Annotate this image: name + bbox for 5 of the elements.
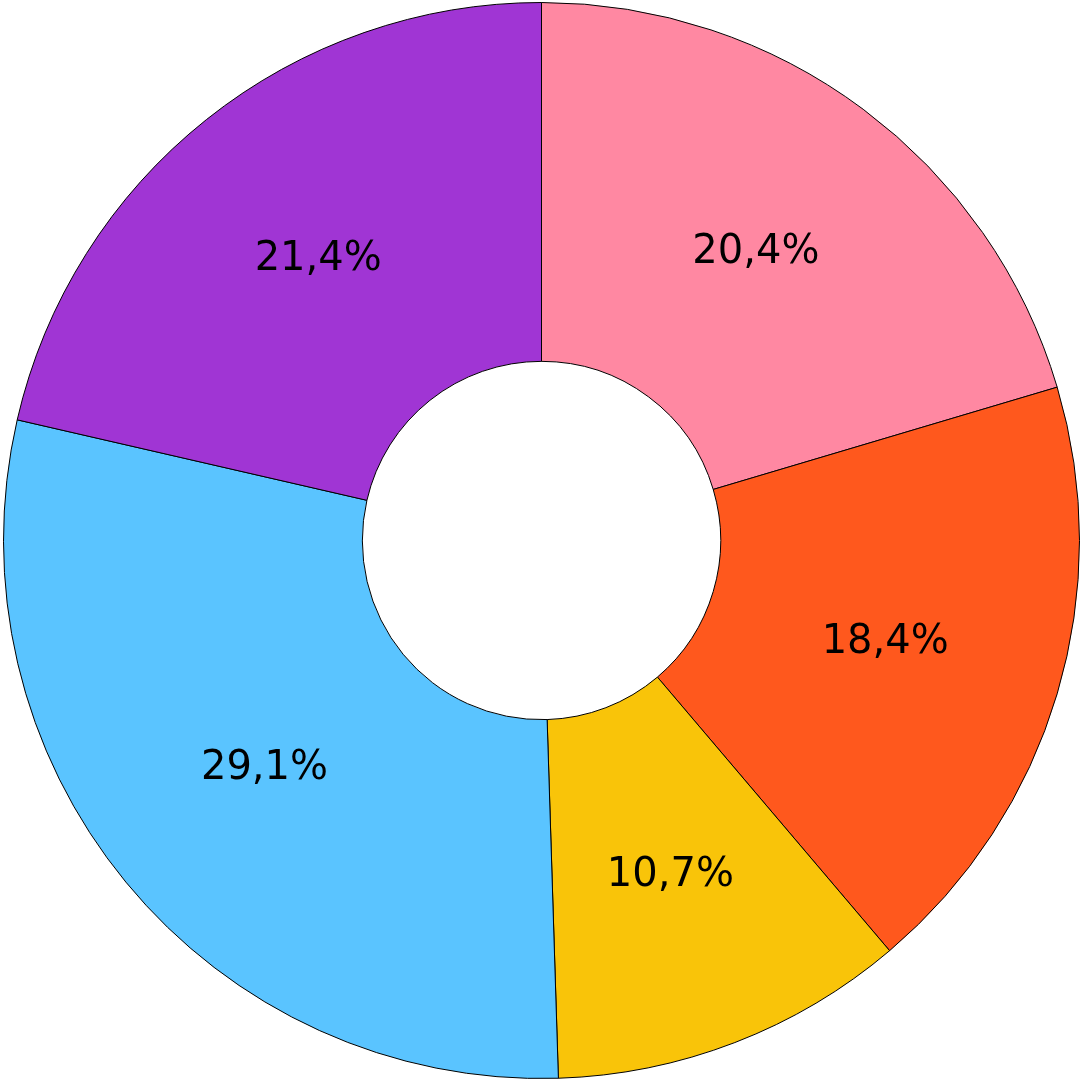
data-label: 29,1% [200,741,329,788]
data-label: 20,4% [692,226,820,273]
data-label: 10,7% [606,848,734,895]
data-label: 21,4% [254,233,382,280]
data-label: 18,4% [821,616,949,663]
